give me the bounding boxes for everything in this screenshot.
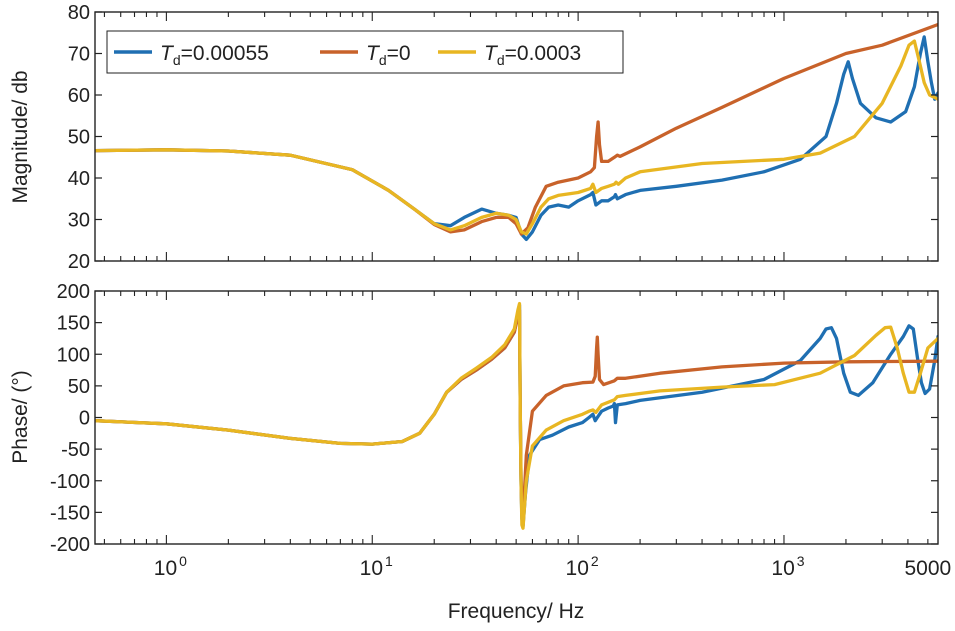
y-tick-label: 50	[68, 127, 90, 149]
legend-label-td-0: Td=0	[366, 42, 411, 68]
y-tick-label: 150	[57, 313, 90, 335]
legend-symbol: T	[366, 42, 381, 65]
phase-series-group	[95, 301, 938, 530]
y-tick-label: 60	[68, 85, 90, 107]
x-tick-label: 10 1	[360, 553, 393, 580]
y-tick-label: -150	[50, 502, 90, 524]
y-tick-label: 50	[68, 376, 90, 398]
y-tick-label: 80	[68, 2, 90, 24]
x-tick-base: 10	[566, 557, 589, 580]
phase-xlabel: Frequency/ Hz	[448, 600, 585, 623]
legend-entry-td-0: Td=0	[320, 42, 411, 68]
y-tick-label: 200	[57, 281, 90, 303]
x-tick-exponent: 1	[385, 553, 393, 569]
legend-label-td-00003: Td=0.0003	[484, 42, 581, 68]
legend: Td=0.00055 Td=0 Td=0.0003	[106, 30, 624, 74]
phase-ylabel: Phase/ (°)	[9, 370, 32, 464]
x-tick-exponent: 3	[797, 553, 805, 569]
magnitude-ylabel: Magnitude/ db	[9, 70, 32, 203]
phase-axes-box	[94, 290, 939, 545]
y-tick-label: 40	[68, 168, 90, 190]
x-tick-base: 10	[771, 557, 794, 580]
y-tick-label: -200	[50, 534, 90, 556]
y-tick-label: 0	[79, 408, 90, 430]
magnitude-ticks: 20 30 40 50 60 70 80	[68, 2, 938, 273]
legend-value: =0.0003	[505, 42, 582, 65]
series-line-td-0-0003	[95, 301, 938, 530]
series-line-td-0-0003	[95, 39, 938, 236]
y-tick-label: 100	[57, 344, 90, 366]
x-tick-exponent: 2	[591, 553, 599, 569]
legend-label-td-000055: Td=0.00055	[160, 42, 269, 68]
x-tick-label: 10 2	[566, 553, 599, 580]
magnitude-panel: 20 30 40 50 60 70 80 Magnitude/ db Td=0.00055 …	[9, 2, 939, 273]
x-tick-base: 10	[154, 557, 177, 580]
magnitude-axes-box	[94, 11, 939, 262]
x-tick-label: 10 3	[771, 553, 804, 580]
legend-box	[106, 30, 624, 74]
x-tick-label: 10 0	[154, 553, 187, 580]
legend-subscript: d	[173, 52, 181, 68]
y-tick-label: 70	[68, 44, 90, 66]
legend-symbol: T	[160, 42, 175, 65]
legend-entry-td-00003: Td=0.0003	[438, 42, 581, 68]
legend-subscript: d	[497, 52, 505, 68]
x-tick-base: 10	[360, 557, 383, 580]
series-line-td-0-00055	[95, 35, 938, 242]
x-tick-exponent: 0	[179, 553, 187, 569]
legend-entry-td-000055: Td=0.00055	[114, 42, 269, 68]
magnitude-series-group	[95, 22, 938, 242]
legend-value: =0	[387, 42, 411, 65]
legend-value: =0.00055	[181, 42, 269, 65]
legend-subscript: d	[379, 52, 387, 68]
x-tick-label: 5000	[905, 557, 952, 580]
y-tick-label: -50	[61, 439, 90, 461]
y-tick-label: 20	[68, 251, 90, 273]
y-tick-label: -100	[50, 471, 90, 493]
y-tick-label: 30	[68, 210, 90, 232]
legend-symbol: T	[484, 42, 499, 65]
